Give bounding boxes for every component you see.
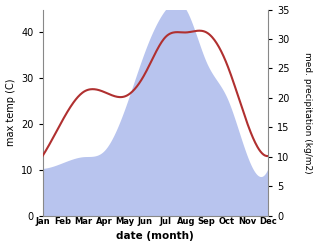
Y-axis label: max temp (C): max temp (C) — [5, 79, 16, 146]
X-axis label: date (month): date (month) — [116, 231, 194, 242]
Y-axis label: med. precipitation (kg/m2): med. precipitation (kg/m2) — [303, 52, 313, 173]
